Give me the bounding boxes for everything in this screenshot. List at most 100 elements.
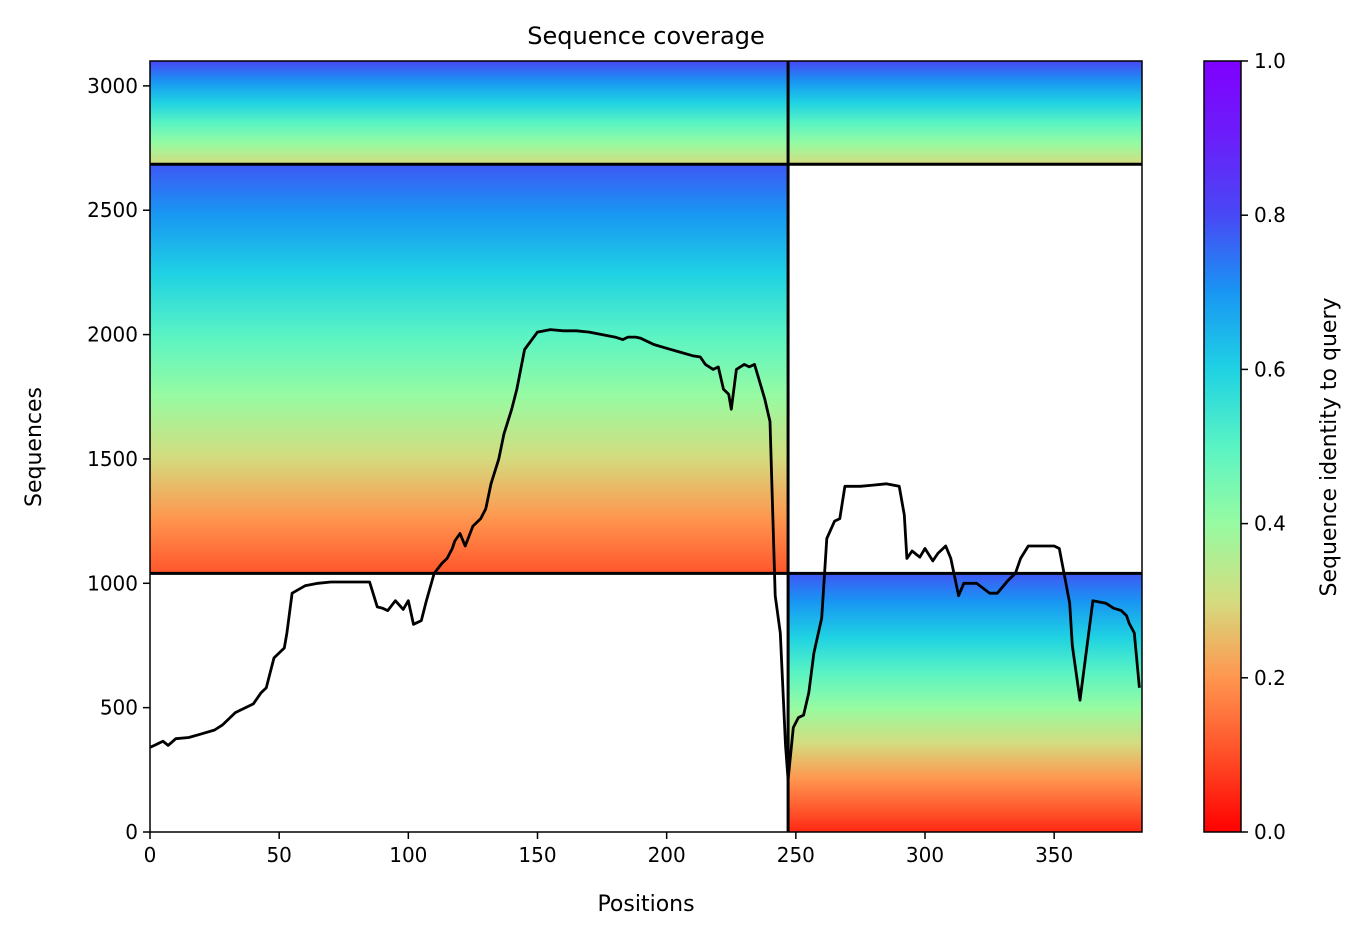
- coverage-band: [788, 701, 1142, 703]
- coverage-band: [788, 102, 1142, 104]
- coverage-band: [788, 657, 1142, 659]
- coverage-band: [150, 529, 789, 531]
- coverage-band: [150, 392, 789, 394]
- coverage-band: [150, 400, 789, 402]
- coverage-band: [150, 434, 789, 436]
- coverage-band: [788, 619, 1142, 621]
- coverage-band: [788, 602, 1142, 604]
- coverage-band: [150, 251, 789, 253]
- coverage-band: [150, 227, 789, 229]
- coverage-band: [150, 477, 789, 479]
- coverage-band: [788, 753, 1142, 755]
- coverage-band: [788, 759, 1142, 761]
- coverage-band: [788, 114, 1142, 116]
- coverage-line: [150, 328, 1141, 782]
- coverage-band: [150, 184, 789, 186]
- coverage-band: [788, 775, 1142, 777]
- coverage-band: [150, 391, 789, 393]
- coverage-band: [788, 809, 1142, 811]
- coverage-band: [788, 771, 1142, 773]
- coverage-band: [788, 673, 1142, 675]
- coverage-band: [150, 213, 789, 215]
- coverage-band: [788, 695, 1142, 697]
- coverage-band: [788, 579, 1142, 581]
- coverage-band: [150, 547, 789, 549]
- coverage-band: [150, 165, 789, 167]
- coverage-band: [788, 807, 1142, 809]
- coverage-band: [150, 255, 789, 257]
- coverage-band: [150, 291, 789, 293]
- coverage-band: [150, 494, 789, 496]
- coverage-band: [788, 746, 1142, 748]
- coverage-band: [150, 267, 789, 269]
- coverage-band: [150, 224, 789, 226]
- coverage-band: [788, 157, 1142, 159]
- coverage-band: [788, 149, 1142, 151]
- coverage-band: [788, 702, 1142, 704]
- coverage-band: [788, 122, 1142, 124]
- coverage-band: [788, 794, 1142, 796]
- coverage-band: [788, 705, 1142, 707]
- coverage-band: [150, 516, 789, 518]
- coverage-band: [788, 729, 1142, 731]
- coverage-band: [150, 231, 789, 233]
- coverage-band: [150, 234, 789, 236]
- coverage-band: [150, 119, 789, 121]
- coverage-band: [150, 542, 789, 544]
- coverage-band: [788, 588, 1142, 590]
- coverage-band: [150, 461, 789, 463]
- coverage-band: [150, 453, 789, 455]
- coverage-band: [788, 653, 1142, 655]
- coverage-band: [788, 123, 1142, 125]
- coverage-band: [150, 539, 789, 541]
- coverage-band: [150, 250, 789, 252]
- coverage-block-bottom-right: [788, 573, 1142, 832]
- coverage-band: [788, 824, 1142, 826]
- coverage-band: [788, 736, 1142, 738]
- coverage-band: [150, 429, 789, 431]
- coverage-band: [150, 97, 789, 99]
- coverage-band: [788, 709, 1142, 711]
- coverage-band: [150, 274, 789, 276]
- coverage-band: [150, 525, 789, 527]
- coverage-band: [150, 218, 789, 220]
- coverage-band: [150, 356, 789, 358]
- coverage-band: [150, 170, 789, 172]
- coverage-band: [150, 169, 789, 171]
- coverage-band: [788, 698, 1142, 700]
- coverage-band: [150, 503, 789, 505]
- coverage-band: [788, 574, 1142, 576]
- coverage-band: [150, 118, 789, 120]
- coverage-band: [150, 128, 789, 130]
- coverage-band: [150, 473, 789, 475]
- y-tick-label: 500: [100, 696, 138, 720]
- coverage-band: [788, 648, 1142, 650]
- coverage-band: [150, 343, 789, 345]
- coverage-band: [150, 380, 789, 382]
- coverage-band: [788, 674, 1142, 676]
- coverage-band: [150, 61, 789, 63]
- coverage-band: [150, 433, 789, 435]
- coverage-band: [788, 821, 1142, 823]
- coverage-band: [150, 182, 789, 184]
- coverage-band: [788, 89, 1142, 91]
- coverage-band: [788, 77, 1142, 79]
- coverage-band: [788, 592, 1142, 594]
- coverage-band: [150, 412, 789, 414]
- coverage-band: [788, 785, 1142, 787]
- coverage-band: [150, 367, 789, 369]
- x-axis-label: Positions: [597, 892, 694, 917]
- coverage-band: [150, 413, 789, 415]
- coverage-band: [788, 787, 1142, 789]
- coverage-band: [150, 94, 789, 96]
- coverage-band: [150, 249, 789, 251]
- coverage-band: [788, 671, 1142, 673]
- coverage-band: [150, 260, 789, 262]
- coverage-band: [150, 390, 789, 392]
- coverage-band: [150, 468, 789, 470]
- coverage-band: [150, 68, 789, 70]
- coverage-band: [788, 810, 1142, 812]
- coverage-band: [150, 406, 789, 408]
- plot-area: [149, 60, 1143, 833]
- coverage-band: [150, 305, 789, 307]
